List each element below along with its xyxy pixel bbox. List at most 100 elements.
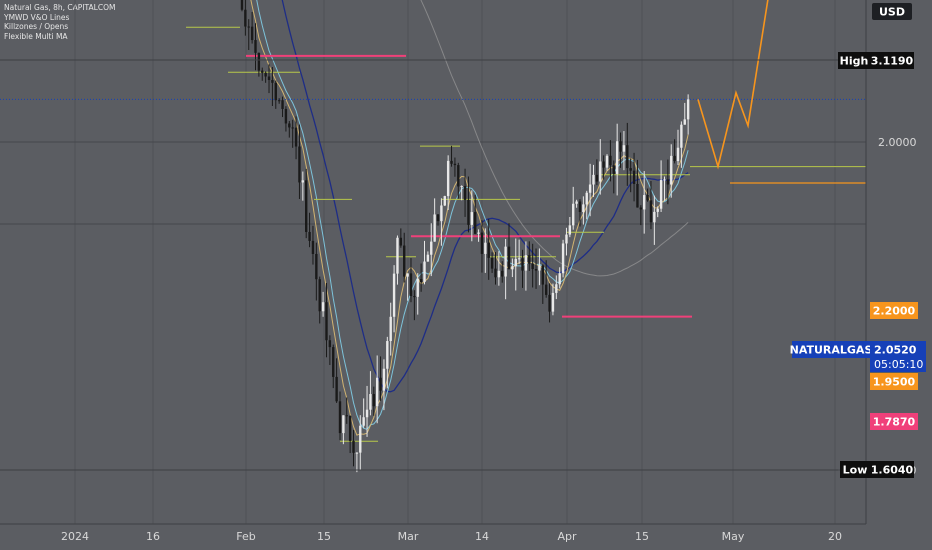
candle-body xyxy=(348,416,352,441)
candle-body xyxy=(460,186,463,188)
candle-body xyxy=(565,234,568,244)
candle-body xyxy=(538,265,541,271)
candle-body xyxy=(558,273,561,285)
candle-body xyxy=(649,200,653,223)
candle-body xyxy=(686,99,690,120)
candle-body xyxy=(646,195,649,201)
candle-body xyxy=(514,258,517,267)
candle-body xyxy=(284,108,288,124)
level-badge-1787[interactable]: 1.7870 xyxy=(870,413,918,430)
candle-body xyxy=(382,368,386,391)
legend-indicator-vo-lines[interactable]: YMWD V&O Lines xyxy=(4,12,70,22)
candle-body xyxy=(639,207,643,210)
candle-body xyxy=(463,186,467,200)
candle-body xyxy=(413,296,416,298)
candle-body xyxy=(244,9,247,27)
symbol-label: NATURALGAS xyxy=(790,344,873,357)
candle-body xyxy=(517,258,521,260)
candle-body xyxy=(423,261,426,283)
candle-body xyxy=(680,124,683,148)
last-price: 2.0520 xyxy=(874,344,917,357)
candle-body xyxy=(362,417,365,426)
price-axis[interactable] xyxy=(866,0,932,550)
candle-body xyxy=(528,255,531,264)
candle-body xyxy=(551,292,555,312)
candle-body xyxy=(663,179,666,181)
candle-body xyxy=(298,146,301,183)
candle-body xyxy=(673,155,676,162)
candle-body xyxy=(487,242,490,258)
time-tick-3: 15 xyxy=(317,530,331,543)
candle-body xyxy=(406,273,409,277)
time-tick-8: May xyxy=(722,530,745,543)
ma-sand xyxy=(250,0,689,436)
candle-body xyxy=(626,145,629,169)
candle-body xyxy=(250,26,254,41)
candle-body xyxy=(457,165,460,187)
candle-body xyxy=(305,180,308,232)
candle-body xyxy=(379,377,382,391)
symbol-price-badge[interactable]: NATURALGAS 2.0520 05:05:10 xyxy=(790,341,926,372)
candle-body xyxy=(561,243,565,274)
candle-body xyxy=(474,212,477,234)
candle-body xyxy=(507,246,511,270)
ma-cyan xyxy=(256,0,689,430)
candle-body xyxy=(352,440,355,453)
candle-body xyxy=(335,376,338,402)
high-marker: High 3.1190 xyxy=(0,52,914,69)
moving-averages xyxy=(250,0,689,436)
candle-body xyxy=(666,179,670,185)
time-tick-1: 16 xyxy=(146,530,160,543)
time-axis[interactable] xyxy=(0,524,932,550)
candle-body xyxy=(342,415,345,434)
candle-body xyxy=(369,394,372,410)
candle-body xyxy=(355,452,359,454)
candle-body xyxy=(605,155,609,168)
candle-body xyxy=(588,184,592,193)
candle-body xyxy=(477,232,480,234)
candle-body xyxy=(399,237,403,246)
candle-body xyxy=(582,204,585,213)
candle-body xyxy=(443,196,446,206)
candle-body xyxy=(288,123,291,128)
currency-badge[interactable]: USD xyxy=(872,3,912,20)
candle-body xyxy=(585,192,588,205)
candle-body xyxy=(392,273,396,317)
candle-body xyxy=(301,180,305,183)
candle-body xyxy=(612,165,615,174)
candle-body xyxy=(541,265,544,285)
time-tick-4: Mar xyxy=(398,530,419,543)
level-badge-1950[interactable]: 1.9500 xyxy=(870,373,918,390)
candle-body xyxy=(345,415,348,417)
candle-body xyxy=(490,257,494,269)
candle-body xyxy=(467,199,470,225)
candle-body xyxy=(484,242,487,254)
svg-text:1.7870: 1.7870 xyxy=(873,416,916,429)
candle-body xyxy=(480,232,484,254)
level-badge-2200[interactable]: 2.2000 xyxy=(870,302,918,319)
candle-body xyxy=(267,76,271,80)
candle-body xyxy=(396,237,399,274)
high-label: High xyxy=(840,55,869,68)
candle-body xyxy=(386,341,389,369)
candle-body xyxy=(453,163,457,166)
candle-body xyxy=(632,170,636,184)
legend-indicator-killzones[interactable]: Killzones / Opens xyxy=(4,22,69,31)
time-tick-6: Apr xyxy=(557,530,577,543)
candle-body xyxy=(656,208,659,212)
projection-arrow xyxy=(697,0,769,170)
candle-body xyxy=(372,394,375,407)
candle-body xyxy=(321,302,325,312)
candle-body xyxy=(659,180,663,209)
projection-path xyxy=(697,0,769,170)
candle-body xyxy=(521,258,524,271)
candle-body xyxy=(365,409,369,418)
candle-body xyxy=(271,79,274,83)
candle-body xyxy=(389,316,392,342)
candle-body xyxy=(670,155,673,185)
legend-indicator-multi-ma[interactable]: Flexible Multi MA xyxy=(4,31,68,41)
legend-symbol[interactable]: Natural Gas, 8h, CAPITALCOM xyxy=(4,3,116,12)
candle-body xyxy=(274,82,277,101)
